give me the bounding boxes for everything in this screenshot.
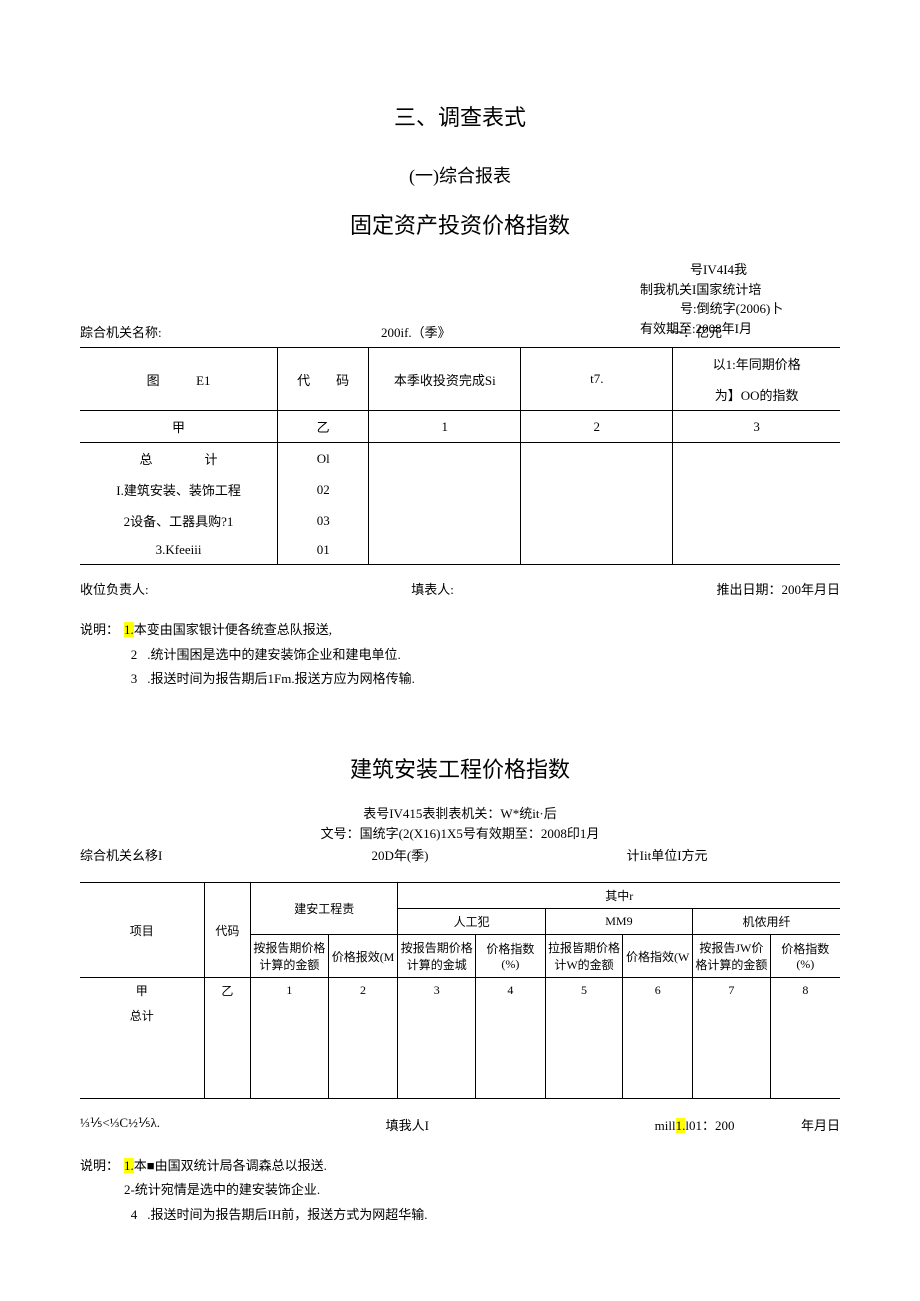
col-letter: 3 <box>398 978 476 1004</box>
note-num: 2 <box>124 643 144 668</box>
note-num: 4 <box>124 1203 144 1228</box>
org-label: 综合机关幺移I <box>80 845 293 864</box>
col-letter: 5 <box>545 978 623 1004</box>
col-header: 人工犯 <box>398 909 545 935</box>
col-letter: 甲 <box>80 978 204 1004</box>
footer-text: l01：200 <box>685 1118 734 1133</box>
table1-notes: 说明： 1.本变由国家银计便各统查总队报送, 2 .统计围困是选中的建安装饰企业… <box>80 618 840 692</box>
table2-header-meta: 综合机关幺移I 20D年(季) 计Iit单位I方元 <box>80 845 840 864</box>
subsection: (一)综合报表 <box>80 162 840 188</box>
col-letter: 2 <box>521 411 673 443</box>
unit: 一：亿元 <box>670 322 840 341</box>
row-code: 01 <box>278 536 369 565</box>
col-header: 价格指数(%) <box>475 935 545 978</box>
row-name: I.建筑安装、装饰工程 <box>80 474 278 505</box>
note-text: 2-统计宛情是选中的建安装饰企业. <box>124 1182 320 1197</box>
col-letter: 乙 <box>278 411 369 443</box>
row-code: 02 <box>278 474 369 505</box>
col-header: 建安工程责 <box>251 883 398 935</box>
unit: 计Iit单位I方元 <box>507 845 840 864</box>
note-text: .报送时间为报告期后1Fm.报送方应为网格传输. <box>144 671 415 686</box>
col-letter: 1 <box>251 978 329 1004</box>
col-header: 拉报皆期价格计W的金额 <box>545 935 623 978</box>
table1-header-meta: 踪合机关名称: 200if.（季》 一：亿元 <box>80 322 840 341</box>
meta-line: 制我机关I国家统计培 <box>640 280 840 300</box>
note-num: 1. <box>124 622 134 637</box>
row-name: 总 计 <box>80 443 278 475</box>
footer-text: mill <box>655 1118 676 1133</box>
meta-line: 号IV4I4我 <box>640 260 840 280</box>
col-header: t7. <box>521 348 673 411</box>
footer-center: 填表人: <box>411 579 454 598</box>
col-header: 图 <box>147 373 160 388</box>
col-header: 代 码 <box>278 348 369 411</box>
col-header: 项目 <box>80 883 204 978</box>
col-letter: 甲 <box>80 411 278 443</box>
note-text: 本■由国双统计局各调森总以报送. <box>134 1158 327 1173</box>
row-name: 2设备、工器具购?1 <box>80 505 278 536</box>
col-header: 按报告JW价格计算的金额 <box>693 935 771 978</box>
col-header: 其中r <box>398 883 840 909</box>
meta-line: 号:倒统字(2006)卜 <box>640 299 840 319</box>
note-text: .统计围困是选中的建安装饰企业和建电单位. <box>144 647 401 662</box>
col-header: E1 <box>196 373 210 388</box>
row-code: 03 <box>278 505 369 536</box>
col-header: 为】OO的指数 <box>673 379 840 411</box>
note-num: 1. <box>124 1158 134 1173</box>
footer-right: mill1.l01：200 年月日 <box>655 1115 840 1134</box>
table2-meta: 表号IV415表剕表机关：W*统it·后 文号：国统字(2(X16)1X5号有效… <box>80 804 840 843</box>
row-name: 3.Kfeeiii <box>80 536 278 565</box>
meta-line: 文号：国统字(2(X16)1X5号有效期至：2008印1月 <box>80 824 840 844</box>
table2-notes: 说明： 1.本■由国双统计局各调森总以报送. 2-统计宛情是选中的建安装饰企业.… <box>80 1154 840 1228</box>
col-letter: 6 <box>623 978 693 1004</box>
footer-text: 1. <box>676 1118 686 1133</box>
col-header: 价格指效(W <box>623 935 693 978</box>
table2-footer: ⅓⅕<⅓C½⅕λ. 填我人I mill1.l01：200 年月日 <box>80 1109 840 1134</box>
footer-left: 收位负责人: <box>80 579 149 598</box>
row-code: Ol <box>278 443 369 475</box>
footer-left: ⅓⅕<⅓C½⅕λ. <box>80 1115 160 1134</box>
col-letter: 乙 <box>204 978 251 1004</box>
col-letter: 2 <box>328 978 398 1004</box>
col-header: 价格指数(%) <box>770 935 840 978</box>
table1-title: 固定资产投资价格指数 <box>80 208 840 240</box>
section-number: 三、调查表式 <box>80 100 840 132</box>
col-header: MM9 <box>545 909 692 935</box>
meta-line: 表号IV415表剕表机关：W*统it·后 <box>80 804 840 824</box>
table2: 项目 代码 建安工程责 其中r 人工犯 MM9 机侬用纤 按报告期价格计算的金额… <box>80 882 840 1099</box>
col-letter: 1 <box>369 411 521 443</box>
table1: 图 E1 代 码 本季收投资完成Si t7. 以1:年同期价格 为】OO的指数 … <box>80 347 840 565</box>
note-num: 3 <box>124 667 144 692</box>
col-header: 本季收投资完成Si <box>369 348 521 411</box>
col-letter: 4 <box>475 978 545 1004</box>
col-header: 按报告期价格计算的金城 <box>398 935 476 978</box>
col-letter: 8 <box>770 978 840 1004</box>
col-header: 机侬用纤 <box>693 909 840 935</box>
footer-center: 填我人I <box>386 1115 429 1134</box>
col-header: 价格报效(M <box>328 935 398 978</box>
period: 20D年(季) <box>293 845 506 864</box>
footer-text: 年月日 <box>801 1118 840 1133</box>
note-text: .报送时间为报告期后IH前，报送方式为网超华输. <box>144 1207 427 1222</box>
org-label: 踪合机关名称: <box>80 322 162 341</box>
col-header: 按报告期价格计算的金额 <box>251 935 329 978</box>
table2-title: 建筑安装工程价格指数 <box>80 752 840 784</box>
col-letter: 7 <box>693 978 771 1004</box>
period: 200if.（季》 <box>162 322 670 341</box>
col-header: 以1:年同期价格 <box>673 348 840 380</box>
col-letter: 3 <box>673 411 840 443</box>
col-header: 代码 <box>204 883 251 978</box>
notes-label: 说明： <box>80 1154 124 1179</box>
footer-right: 推出日期：200年月日 <box>716 579 840 598</box>
note-text: 本变由国家银计便各统查总队报送, <box>134 622 332 637</box>
row-total: 总计 <box>80 1003 204 1028</box>
table1-footer: 收位负责人: 填表人: 推出日期：200年月日 <box>80 573 840 598</box>
notes-label: 说明： <box>80 618 124 643</box>
